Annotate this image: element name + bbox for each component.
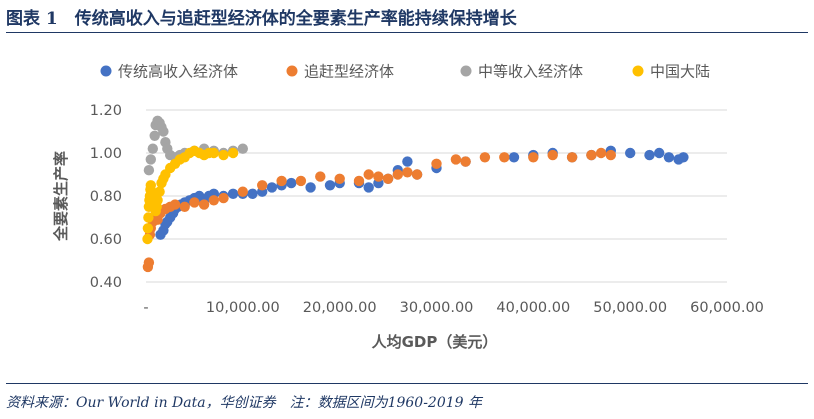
x-tick-label: 40,000.00 [496, 300, 570, 316]
data-point [411, 169, 423, 180]
y-axis-title: 全要素生产率 [52, 151, 70, 242]
legend-item: 追赶型经济体 [286, 63, 394, 81]
data-point [208, 195, 219, 206]
data-point [237, 186, 248, 197]
data-point [460, 156, 471, 167]
data-point [305, 182, 316, 193]
data-point [363, 182, 374, 193]
data-point [227, 147, 239, 159]
legend-marker [100, 65, 112, 77]
data-point [142, 233, 153, 245]
scatter-chart: 传统高收入经济体 追赶型经济体 中等收入经济体 中国大陆 0.40 0.60 0.80 1.… [52, 63, 764, 352]
data-point [189, 197, 200, 208]
x-tick-label: - [143, 300, 148, 316]
data-point [625, 147, 636, 159]
data-point [237, 143, 248, 154]
data-point [363, 169, 374, 180]
data-point [450, 154, 462, 165]
legend-item: 中等收入经济体 [460, 63, 583, 81]
data-point [479, 152, 491, 163]
y-tick-label: 0.80 [90, 189, 122, 205]
data-point [143, 212, 154, 223]
data-point [402, 156, 413, 167]
data-point [431, 158, 442, 169]
data-point [644, 149, 655, 161]
data-point [402, 167, 413, 178]
x-tick-label: 60,000.00 [690, 300, 764, 316]
source-rule [6, 383, 808, 384]
data-point [566, 152, 578, 163]
figure-title: 图表 1 传统高收入与追赶型经济体的全要素生产率能持续保持增长 [6, 9, 517, 29]
legend-label: 中国大陆 [650, 63, 710, 81]
y-axis: 0.40 0.60 0.80 1.00 1.20 [90, 103, 122, 291]
data-point [373, 171, 384, 182]
data-point [158, 126, 169, 137]
data-point [678, 152, 689, 163]
y-tick-label: 0.60 [90, 232, 122, 248]
data-point [528, 152, 539, 163]
x-tick-label: 50,000.00 [593, 300, 667, 316]
data-point [605, 149, 616, 161]
data-point [149, 130, 160, 141]
legend-item: 中国大陆 [632, 63, 710, 81]
data-point [266, 182, 278, 193]
data-point [324, 180, 336, 191]
title-rule [6, 32, 808, 33]
legend-label: 传统高收入经济体 [118, 63, 238, 81]
series-2 [142, 147, 616, 273]
legend-marker [286, 65, 298, 77]
data-point [353, 175, 365, 187]
data-point [152, 195, 163, 206]
plot-area [142, 115, 689, 273]
data-point [143, 257, 155, 268]
data-point [508, 152, 520, 163]
data-point [257, 180, 268, 191]
data-point [295, 175, 307, 187]
x-tick-label: 20,000.00 [303, 300, 377, 316]
data-point [179, 201, 190, 212]
data-point [227, 188, 239, 199]
legend-label: 追赶型经济体 [304, 63, 394, 81]
data-point [547, 149, 558, 161]
legend-label: 中等收入经济体 [478, 63, 583, 81]
data-point [595, 147, 607, 159]
legend-marker [632, 65, 644, 77]
x-tick-label: 10,000.00 [206, 300, 280, 316]
data-point [145, 154, 156, 165]
y-tick-label: 1.00 [90, 146, 122, 162]
data-point [276, 175, 287, 187]
data-point [654, 147, 665, 159]
data-point [286, 177, 297, 189]
data-point [169, 199, 181, 210]
series-3 [143, 115, 248, 176]
data-point [586, 149, 597, 161]
data-point [154, 186, 165, 197]
x-tick-label: 30,000.00 [400, 300, 474, 316]
data-point [147, 143, 158, 154]
data-point [392, 169, 403, 180]
data-point [142, 223, 154, 234]
data-point [208, 147, 219, 159]
y-tick-label: 0.40 [90, 275, 122, 291]
y-tick-label: 1.20 [90, 103, 122, 119]
legend-item: 传统高收入经济体 [100, 63, 238, 81]
data-point [315, 171, 326, 182]
data-point [198, 199, 210, 210]
legend-marker [460, 65, 472, 77]
x-axis: - 10,000.00 20,000.00 30,000.00 40,000.00 50,… [143, 300, 764, 316]
data-point [143, 165, 155, 176]
data-point [247, 188, 258, 199]
x-axis-title: 人均GDP（美元） [372, 333, 498, 351]
legend: 传统高收入经济体 追赶型经济体 中等收入经济体 中国大陆 [100, 63, 710, 81]
data-point [218, 192, 229, 204]
series-4 [142, 145, 239, 245]
data-point [218, 149, 229, 161]
data-point [499, 152, 510, 163]
data-point [382, 173, 394, 184]
figure-source-note: 资料来源：Our World in Data，华创证券 注：数据区间为1960-… [6, 395, 483, 411]
data-point [334, 173, 345, 184]
data-point [663, 152, 675, 163]
